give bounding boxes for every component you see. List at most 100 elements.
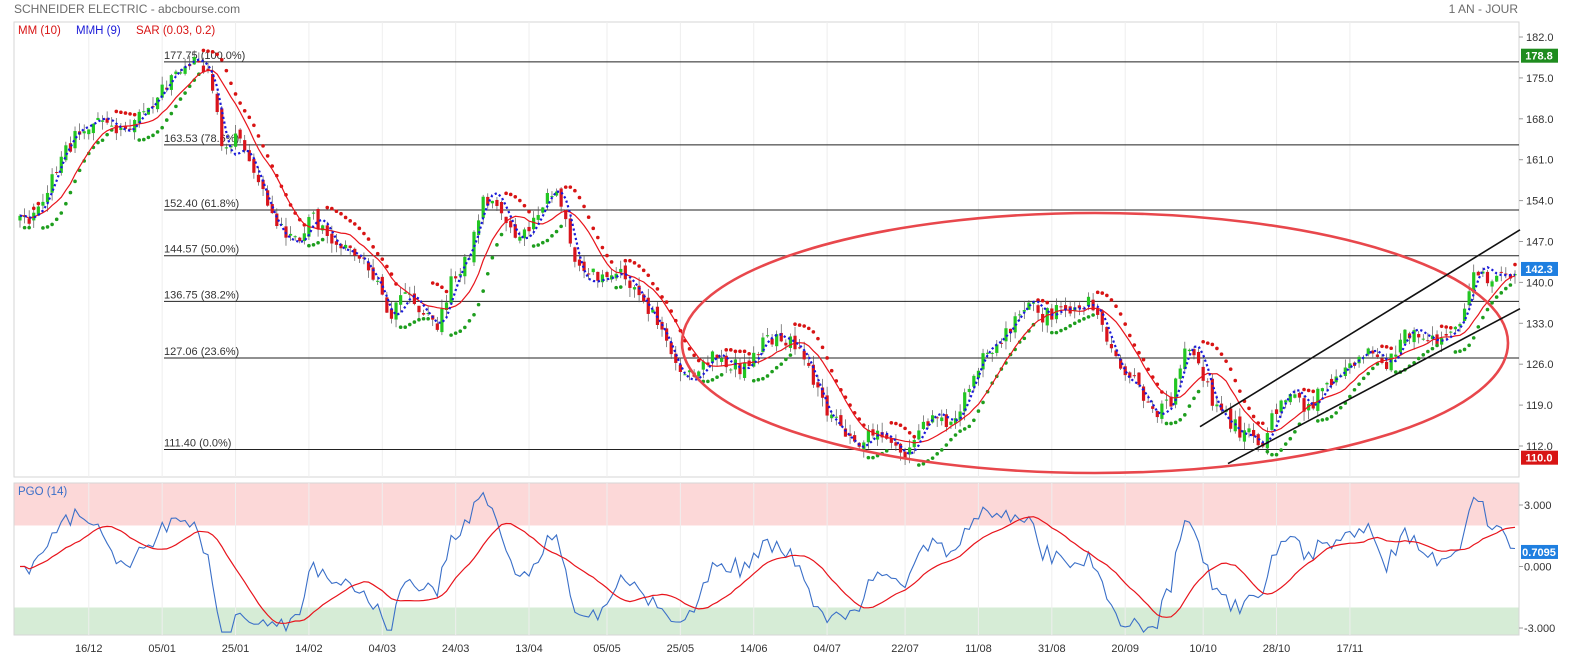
- candle-up: [765, 335, 770, 337]
- candle-down: [926, 421, 930, 426]
- sar-dot: [577, 195, 582, 200]
- candle-up: [953, 418, 958, 424]
- candle-up: [1403, 329, 1407, 344]
- y-tick-label: 175.0: [1526, 73, 1554, 85]
- sar-dot: [41, 226, 45, 230]
- candle-down: [1210, 378, 1214, 406]
- sar-dot: [252, 123, 256, 128]
- candle-down: [513, 224, 517, 238]
- fibonacci-label: 144.57 (50.0%): [164, 244, 239, 256]
- sar-dot: [22, 225, 27, 230]
- sar-dot: [96, 140, 100, 145]
- candle-up: [18, 215, 22, 221]
- candle-up: [1453, 326, 1457, 330]
- y-tick-label: 161.0: [1526, 155, 1554, 167]
- candle-up: [967, 388, 971, 393]
- candle-up: [169, 75, 173, 90]
- overbought-zone: [14, 483, 1519, 526]
- sar-dot: [820, 345, 825, 350]
- y-tick-label: 154.0: [1526, 196, 1554, 208]
- candle-up: [1472, 272, 1476, 293]
- sar-dot: [1233, 378, 1238, 383]
- sar-dot: [119, 110, 123, 115]
- candle-down: [151, 106, 155, 108]
- sar-dot: [1325, 417, 1329, 421]
- candle-up: [490, 200, 494, 204]
- candle-down: [1119, 359, 1123, 369]
- candle-down: [816, 382, 820, 388]
- candle-up: [376, 280, 380, 282]
- sar-dot: [981, 400, 985, 405]
- sar-dot: [169, 111, 174, 116]
- sar-dot: [476, 302, 481, 307]
- candle-down: [564, 210, 568, 220]
- sar-dot: [339, 211, 343, 216]
- candle-down: [944, 414, 948, 428]
- sar-dot: [320, 237, 325, 242]
- candle-up: [1215, 404, 1219, 407]
- candle-up: [311, 212, 316, 214]
- candle-up: [591, 268, 595, 273]
- sar-dot: [54, 217, 59, 222]
- candle-down: [779, 332, 783, 342]
- sar-dot: [27, 225, 31, 230]
- candle-down: [770, 338, 774, 345]
- candle-up: [522, 229, 527, 239]
- sar-dot: [563, 185, 568, 189]
- candle-down: [348, 245, 352, 248]
- sar-dot: [1141, 357, 1146, 362]
- candle-down: [573, 247, 577, 262]
- candle-up: [554, 191, 559, 196]
- sar-dot: [1476, 325, 1481, 329]
- sar-dot: [499, 232, 504, 237]
- sar-dot: [1183, 413, 1187, 417]
- sar-dot: [1380, 344, 1384, 349]
- sar-dot: [742, 349, 747, 354]
- candle-down: [637, 285, 641, 296]
- candle-down: [674, 353, 678, 363]
- candle-down: [123, 125, 128, 129]
- sar-dot: [710, 378, 715, 382]
- price-badge: 110.0: [1526, 453, 1553, 465]
- candle-up: [476, 220, 481, 236]
- candle-up: [59, 156, 63, 173]
- candle-up: [917, 430, 921, 440]
- candle-down: [298, 237, 302, 242]
- sar-dot: [307, 243, 311, 248]
- sar-dot: [641, 268, 646, 273]
- sar-dot: [632, 261, 637, 265]
- price-panel: 177.75 (100.0%) 163.53 (78.6%) 152.40 (61.…: [13, 21, 1558, 478]
- candle-down: [105, 118, 109, 123]
- sar-dot: [371, 245, 375, 249]
- sar-dot: [421, 316, 426, 321]
- candle-down: [495, 199, 499, 206]
- candle-up: [1242, 430, 1247, 442]
- mmh-line: [20, 58, 1516, 456]
- sar-dot: [1105, 293, 1109, 298]
- candle-down: [1302, 398, 1306, 412]
- sar-dot: [1077, 319, 1082, 323]
- sar-dot: [385, 264, 389, 269]
- candle-down: [385, 297, 389, 313]
- candle-up: [600, 274, 605, 283]
- sar-dot: [238, 101, 242, 105]
- candle-down: [1063, 305, 1068, 310]
- candle-up: [1462, 308, 1467, 321]
- candle-up: [155, 97, 160, 110]
- candle-down: [201, 65, 206, 73]
- candle-down: [825, 395, 829, 416]
- candle-down: [68, 143, 73, 152]
- candle-up: [394, 302, 398, 320]
- sar-dot: [692, 353, 696, 358]
- sar-dot: [1086, 315, 1091, 319]
- sar-dot: [334, 209, 339, 214]
- candle-up: [1183, 348, 1187, 370]
- candle-down: [389, 309, 394, 319]
- candle-up: [160, 84, 164, 98]
- sar-dot: [1389, 346, 1393, 351]
- sar-dot: [816, 336, 820, 341]
- sar-dot: [219, 57, 224, 62]
- sar-dot: [770, 369, 774, 374]
- sar-dot: [976, 409, 981, 413]
- sar-dot: [582, 204, 586, 209]
